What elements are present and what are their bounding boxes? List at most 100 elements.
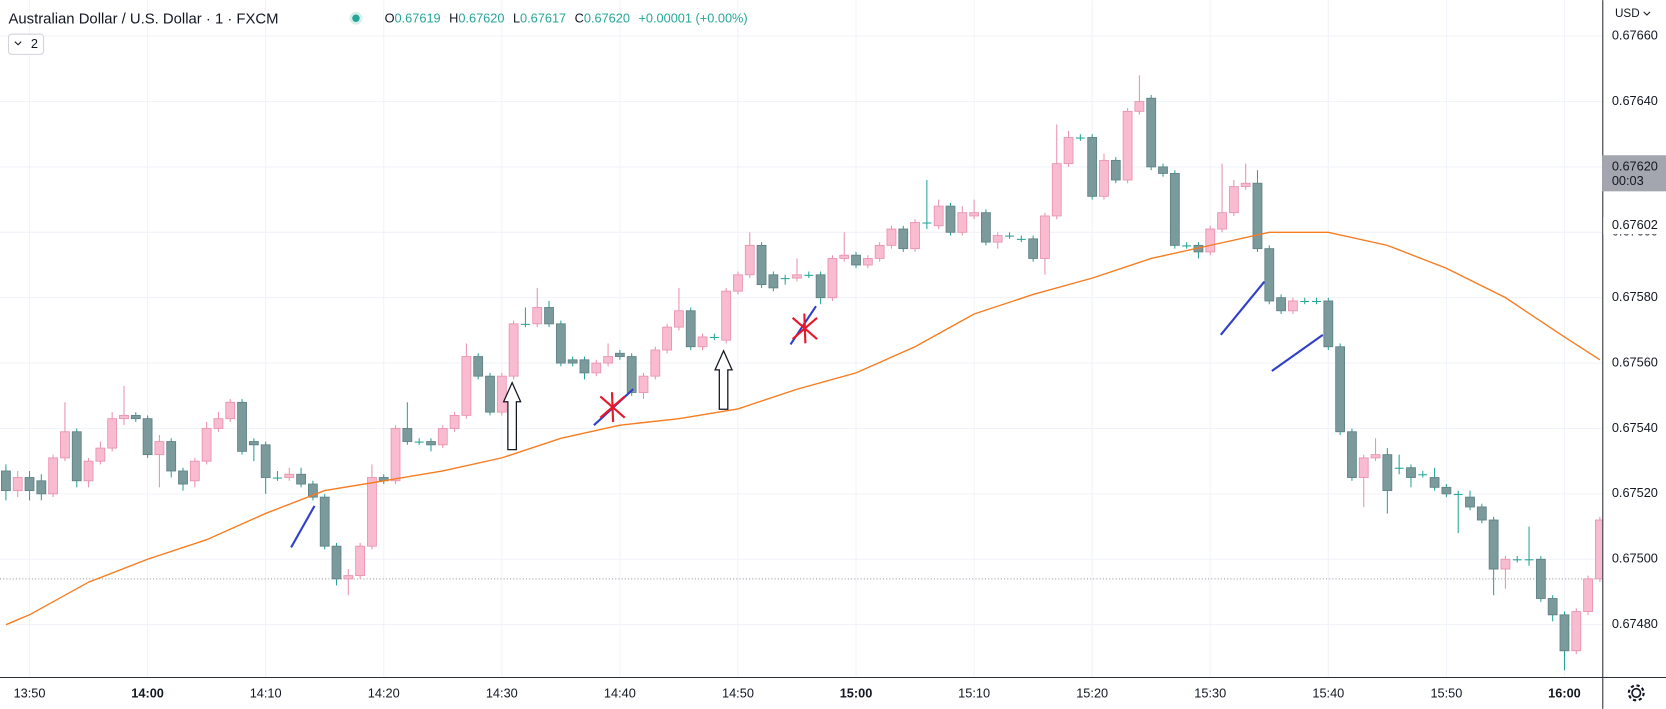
candle-body: [12, 477, 23, 492]
candle-body: [685, 310, 696, 348]
candle-body: [1182, 245, 1192, 247]
candle-body: [1016, 238, 1026, 240]
candle-body: [614, 352, 625, 357]
grid: [0, 0, 1603, 677]
ohlc-value: 0.67619: [395, 11, 441, 26]
candle-body: [1476, 506, 1487, 521]
candle-body: [1535, 558, 1546, 599]
candle-body: [426, 441, 436, 446]
candle-body: [1335, 346, 1346, 433]
x-tick-label: 13:50: [14, 685, 46, 700]
plot-area: [1, 75, 1605, 671]
candle-body: [225, 401, 236, 420]
candle-body: [1146, 97, 1157, 168]
ohlc-value: 0.67617: [520, 11, 566, 26]
candle-body: [496, 375, 507, 413]
candle-body: [1300, 300, 1310, 303]
candle-body: [1406, 467, 1416, 478]
candle-body: [1524, 559, 1534, 561]
candle-body: [1512, 559, 1522, 561]
x-tick-label: 15:40: [1312, 685, 1344, 700]
candle-body: [603, 356, 613, 364]
candle-body: [1500, 558, 1511, 570]
x-tick-label: 15:00: [840, 685, 873, 700]
candle-body: [591, 362, 602, 374]
candle-body: [792, 274, 802, 279]
candle-body: [260, 444, 271, 478]
candle-body: [922, 222, 932, 224]
candle-body: [1228, 186, 1239, 214]
candle-body: [508, 323, 519, 377]
candle-body: [119, 414, 129, 420]
candle-body: [638, 375, 649, 393]
candle-body: [130, 414, 141, 420]
candle-body: [414, 441, 424, 443]
candle-body: [839, 254, 850, 259]
y-tick-label: 0.67580: [1612, 289, 1658, 304]
candle-body: [402, 428, 413, 442]
candle-body: [1169, 173, 1180, 246]
ohlc-value: 0.67620: [584, 11, 630, 26]
settings-icon[interactable]: [1627, 684, 1645, 702]
candle-body: [1063, 137, 1074, 165]
candle-body: [1040, 215, 1050, 259]
time-axis-bg: [0, 676, 1666, 709]
candle-body: [804, 274, 814, 276]
candle-body: [579, 359, 590, 374]
y-tick-label: 0.67640: [1612, 93, 1658, 108]
candle-body: [674, 310, 684, 328]
candle-body: [969, 212, 979, 217]
indicator-toggle[interactable]: [7, 33, 45, 55]
candle-body: [284, 473, 295, 478]
candle-body: [756, 244, 767, 286]
arrow: [714, 349, 734, 410]
x-tick-label: 16:00: [1548, 685, 1581, 700]
currency[interactable]: USD: [1615, 7, 1640, 20]
candle-body: [1075, 137, 1085, 139]
candle-body: [1158, 166, 1168, 174]
candle-body: [308, 483, 318, 498]
ohlc-key: H: [449, 11, 458, 26]
candle-body: [886, 228, 897, 246]
y-tick-label: 0.67540: [1612, 420, 1658, 435]
symbol-title: Australian Dollar / U.S. Dollar · 1 · FX…: [9, 11, 279, 27]
y-tick-label: 0.67660: [1612, 27, 1658, 42]
candle-body: [1, 470, 11, 492]
candle-body: [36, 480, 47, 495]
y-tick-label: 0.67500: [1612, 551, 1658, 566]
change: +0.00001 (+0.00%): [638, 11, 747, 26]
last-price-label: 0.67620: [1612, 158, 1658, 173]
candle-body: [768, 274, 779, 289]
candle-body: [1312, 300, 1321, 303]
cross-mark: [599, 392, 626, 423]
candle-body: [107, 418, 118, 449]
candle-body: [744, 244, 755, 276]
ma-price-label: 0.67602: [1612, 217, 1658, 232]
chevron: [14, 41, 22, 46]
candle-body: [981, 212, 991, 243]
candle-body: [862, 258, 873, 266]
candle-body: [992, 235, 1003, 243]
candle-body: [1488, 519, 1499, 570]
candle-body: [1370, 454, 1381, 459]
candle-body: [721, 290, 732, 341]
x-tick-label: 14:30: [486, 685, 518, 700]
candle-body: [898, 228, 909, 250]
y-tick-label: 0.67480: [1612, 616, 1658, 631]
candle-body: [815, 274, 826, 299]
candle-body: [296, 473, 306, 485]
candle-body: [473, 356, 484, 377]
candle-body: [520, 323, 530, 325]
x-tick-label: 15:30: [1194, 685, 1226, 700]
drawn-line: [1219, 281, 1266, 336]
candle-body: [237, 401, 247, 452]
candle-body: [780, 278, 790, 280]
candle-body: [709, 336, 719, 338]
x-tick-label: 14:10: [250, 685, 282, 700]
candle-body: [1323, 300, 1334, 348]
candle-body: [485, 375, 495, 413]
candle-body: [166, 441, 177, 472]
candle-body: [1547, 598, 1558, 616]
candle-body: [650, 349, 661, 377]
candle-body: [437, 428, 448, 446]
